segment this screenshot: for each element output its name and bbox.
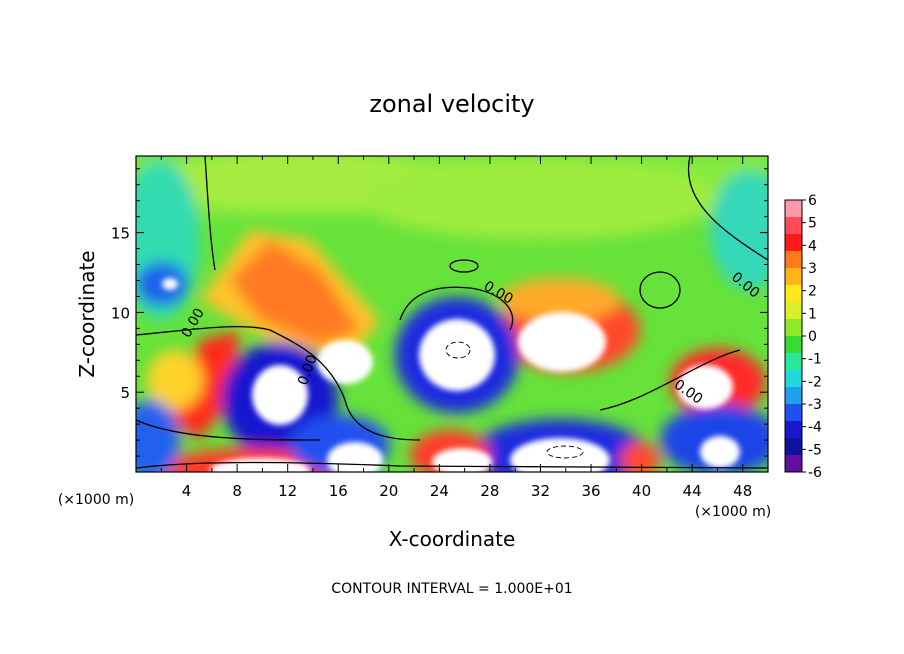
colorbar-segment — [785, 370, 802, 388]
x-tick-label: 4 — [182, 482, 192, 500]
colorbar: 6 5 4 3 2 1 0 -1 -2 -3 -4 -5 -6 — [784, 193, 822, 481]
colorbar-tick-label: 3 — [808, 261, 817, 277]
x-tick-label: 32 — [531, 482, 550, 500]
colorbar-segment — [785, 234, 802, 252]
contour-interval-note: CONTOUR INTERVAL = 1.000E+01 — [331, 581, 572, 597]
colorbar-segment — [785, 268, 802, 286]
x-tick-label: 20 — [379, 482, 398, 500]
x-tick-label: 24 — [430, 482, 449, 500]
colorbar-segment — [785, 336, 802, 354]
colorbar-tick-label: 4 — [808, 238, 817, 254]
x-axis-title: X-coordinate — [389, 527, 516, 551]
colorbar-tick-label: 6 — [808, 193, 817, 209]
velocity-field — [136, 156, 768, 472]
colorbar-segment — [785, 319, 802, 337]
y-tick-label: 10 — [111, 304, 130, 322]
colorbar-tick-label: -5 — [808, 442, 822, 458]
colorbar-tick-label: -2 — [808, 374, 822, 390]
x-tick-label: 16 — [329, 482, 348, 500]
x-tick-label: 48 — [733, 482, 752, 500]
colorbar-tick-label: -4 — [808, 420, 822, 436]
x-tick-label: 44 — [683, 482, 702, 500]
colorbar-tick-label: -6 — [808, 465, 822, 481]
colorbar-segment — [785, 421, 802, 439]
x-tick-label: 8 — [232, 482, 242, 500]
colorbar-segment — [785, 438, 802, 456]
colorbar-tick-label: 5 — [808, 216, 817, 232]
y-tick-label: 5 — [120, 384, 130, 402]
x-tick-label: 28 — [480, 482, 499, 500]
colorbar-tick-label: 0 — [808, 329, 817, 345]
colorbar-tick-label: -1 — [808, 352, 822, 368]
colorbar-segment — [785, 455, 802, 473]
x-tick-label: 12 — [278, 482, 297, 500]
colorbar-segment — [785, 200, 802, 218]
z-axis-unit-label: (×1000 m) — [58, 492, 134, 508]
colorbar-tick-label: 1 — [808, 306, 817, 322]
colorbar-segment — [785, 387, 802, 405]
x-tick-label: 40 — [632, 482, 651, 500]
colorbar-segment — [785, 251, 802, 269]
colorbar-segment — [785, 353, 802, 371]
colorbar-tick-label: 2 — [808, 284, 817, 300]
colorbar-segment — [785, 404, 802, 422]
colorbar-segment — [785, 285, 802, 303]
x-tick-label: 36 — [581, 482, 600, 500]
colorbar-segment — [785, 302, 802, 320]
chart-title: zonal velocity — [369, 90, 534, 118]
x-axis-unit-label: (×1000 m) — [695, 504, 771, 520]
y-axis-title: Z-coordinate — [75, 250, 99, 377]
colorbar-tick-label: -3 — [808, 397, 822, 413]
y-tick-label: 15 — [111, 225, 130, 243]
colorbar-segment — [785, 217, 802, 235]
plot-frame — [135, 155, 769, 473]
